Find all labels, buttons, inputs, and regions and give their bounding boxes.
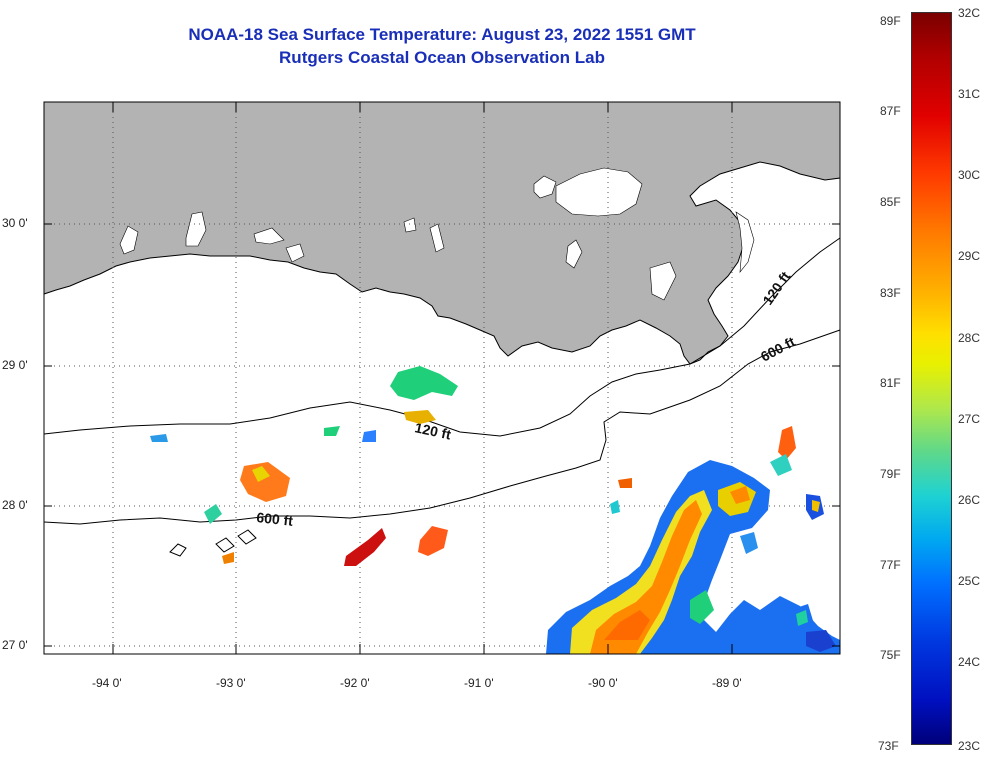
cbar-f-75: 75F: [880, 648, 901, 662]
cbar-c-30: 30C: [958, 168, 981, 182]
lat-label-30: 30 0': [2, 216, 28, 230]
sst-data-patches: [150, 366, 840, 654]
cbar-c-25: 25C: [958, 574, 981, 588]
cbar-c-29: 29C: [958, 249, 981, 263]
lon-label-91: -91 0': [464, 676, 494, 690]
cbar-f-89: 89F: [880, 14, 901, 28]
lon-label-93: -93 0': [216, 676, 246, 690]
land-mass: [43, 101, 841, 365]
temperature-colorbar: [911, 12, 952, 745]
lat-label-28: 28 0': [2, 498, 28, 512]
lakes: [119, 167, 755, 301]
lon-label-92: -92 0': [340, 676, 370, 690]
map-title: NOAA-18 Sea Surface Temperature: August …: [188, 25, 696, 44]
cbar-f-85: 85F: [880, 195, 901, 209]
lat-label-29: 29 0': [2, 358, 28, 372]
cbar-c-27: 27C: [958, 412, 981, 426]
contour-label-600ft-west: 600 ft: [256, 509, 294, 529]
cbar-c-31: 31C: [958, 87, 981, 101]
cbar-f-81: 81F: [880, 376, 901, 390]
cbar-c-23: 23C: [958, 739, 981, 753]
map-subtitle: Rutgers Coastal Ocean Observation Lab: [279, 48, 605, 67]
lon-label-90: -90 0': [588, 676, 618, 690]
cbar-f-83: 83F: [880, 286, 901, 300]
cbar-f-77: 77F: [880, 558, 901, 572]
cbar-c-24: 24C: [958, 655, 981, 669]
contour-label-120ft-west: 120 ft: [413, 419, 452, 442]
cbar-f-79: 79F: [880, 467, 901, 481]
cbar-f-73: 73F: [878, 739, 899, 753]
map-frame: [43, 101, 841, 655]
cbar-c-32: 32C: [958, 6, 981, 20]
lat-label-27: 27 0': [2, 638, 28, 652]
cbar-c-28: 28C: [958, 331, 981, 345]
cbar-c-26: 26C: [958, 493, 981, 507]
tick-marks: [44, 102, 840, 654]
lon-label-89: -89 0': [712, 676, 742, 690]
lon-label-94: -94 0': [92, 676, 122, 690]
bathymetry-contours: [43, 237, 841, 557]
cbar-f-87: 87F: [880, 104, 901, 118]
